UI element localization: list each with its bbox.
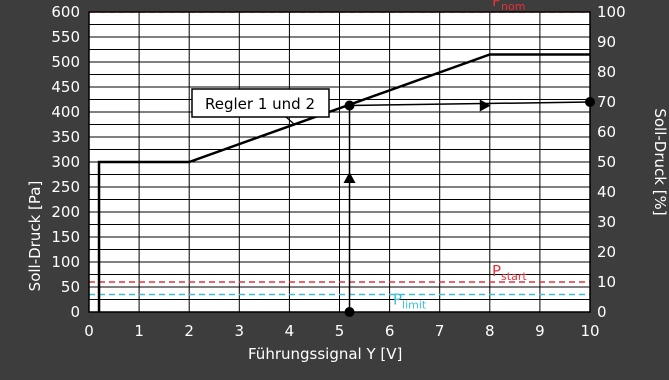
y-tick-label-right: 10 [597, 273, 616, 291]
y-tick-label-left: 600 [51, 3, 80, 21]
annotation-box [191, 88, 330, 118]
x-tick-label: 5 [335, 322, 345, 340]
x-tick-label: 9 [535, 322, 545, 340]
y-tick-label-left: 0 [70, 303, 80, 321]
y-tick-label-right: 90 [597, 33, 616, 51]
y-tick-label-left: 550 [51, 28, 80, 46]
x-tick-label: 0 [84, 322, 94, 340]
example-point-curve [344, 100, 355, 111]
y-tick-label-left: 300 [51, 153, 80, 171]
x-tick-label: 10 [580, 322, 599, 340]
x-axis-title: Führungssignal Y [V] [248, 345, 402, 363]
y-tick-label-left: 200 [51, 203, 80, 221]
y-axis-title-left: Soll-Druck [Pa] [26, 181, 44, 292]
series-line [97, 53, 590, 312]
right-arrow [479, 99, 491, 112]
series-layer [97, 53, 590, 312]
plot-frame [88, 11, 591, 313]
reference-label-subscript: start [501, 270, 527, 283]
example-layer [343, 97, 595, 317]
y-tick-label-left: 250 [51, 178, 80, 196]
y-tick-label-left: 400 [51, 103, 80, 121]
y-axis-title-right: Soll-Druck [%] [651, 108, 669, 215]
annotation-text: Regler 1 und 2 [205, 95, 315, 113]
x-tick-label: 4 [285, 322, 295, 340]
y-tick-label-right: 70 [597, 93, 616, 111]
y-tick-label-right: 60 [597, 123, 616, 141]
y-tick-label-right: 0 [597, 303, 607, 321]
y-tick-label-right: 50 [597, 153, 616, 171]
reference-label-subscript: nom [501, 0, 525, 13]
y-tick-label-left: 50 [61, 278, 80, 296]
y-tick-label-right: 40 [597, 183, 616, 201]
y-tick-label-right: 20 [597, 243, 616, 261]
reference-label-nom: Pnom [492, 0, 525, 13]
y-tick-label-right: 30 [597, 213, 616, 231]
y-tick-label-left: 100 [51, 253, 80, 271]
x-tick-label: 8 [485, 322, 495, 340]
example-horizontal-line [349, 101, 591, 107]
x-tick-label: 6 [385, 322, 395, 340]
x-tick-label: 3 [235, 322, 245, 340]
x-tick-label: 7 [435, 322, 445, 340]
reference-label-subscript: limit [402, 299, 427, 312]
annotation-layer: Regler 1 und 2 [191, 88, 330, 125]
x-tick-label: 1 [134, 322, 144, 340]
y-tick-label-left: 350 [51, 128, 80, 146]
y-tick-label-right: 80 [597, 63, 616, 81]
tick-labels: 0 1 2 3 4 5 6 7 8 9 100501001502002503003504004505… [51, 3, 625, 340]
annotation-leader [285, 116, 295, 125]
y-tick-label-left: 150 [51, 228, 80, 246]
x-tick-label: 2 [184, 322, 194, 340]
y-tick-label-left: 500 [51, 53, 80, 71]
y-tick-label-left: 450 [51, 78, 80, 96]
up-arrow [343, 172, 356, 183]
y-tick-label-right: 100 [597, 3, 626, 21]
